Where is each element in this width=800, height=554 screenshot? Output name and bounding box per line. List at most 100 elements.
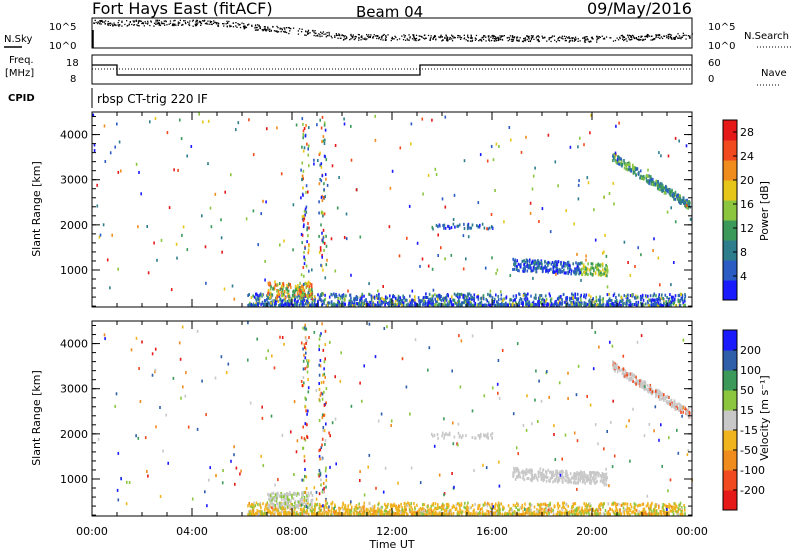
range-cell	[642, 303, 644, 307]
range-cell	[532, 511, 535, 515]
range-cell	[500, 293, 503, 297]
range-cell	[342, 501, 344, 505]
range-cell	[321, 210, 323, 214]
nsky-point	[323, 33, 325, 35]
range-cell	[625, 295, 627, 298]
range-cell	[397, 300, 400, 304]
nsky-point	[632, 35, 635, 37]
range-cell	[604, 509, 607, 512]
range-cell	[664, 189, 667, 192]
range-cell	[442, 224, 444, 227]
nsky-point	[226, 25, 228, 27]
range-cell	[432, 227, 434, 231]
nsky-point	[244, 27, 247, 29]
range-cell	[434, 293, 436, 297]
nsky-point	[248, 23, 250, 25]
range-cell	[661, 293, 663, 297]
range-cell	[305, 124, 307, 127]
range-cell	[281, 290, 284, 294]
range-cell	[593, 269, 595, 273]
range-cell	[562, 293, 565, 297]
range-cell	[428, 292, 431, 296]
nsky-point	[427, 34, 430, 37]
range-cell	[348, 301, 350, 305]
range-cell	[558, 299, 560, 303]
range-cell	[280, 286, 282, 290]
range-cell	[427, 303, 429, 307]
range-cell	[536, 266, 539, 270]
range-cell	[368, 303, 371, 307]
range-cell	[395, 507, 398, 511]
range-cell	[649, 178, 652, 182]
range-cell	[303, 274, 305, 278]
range-cell	[674, 509, 676, 513]
nsky-point	[325, 36, 327, 38]
nsky-point	[259, 27, 261, 29]
cpid-strip: CPID rbsp CT-trig 220 IF	[8, 88, 208, 108]
range-cell	[461, 513, 463, 517]
range-cell	[489, 506, 492, 510]
range-cell	[351, 300, 353, 304]
range-cell	[266, 507, 268, 510]
range-cell	[571, 506, 574, 510]
nsky-point	[499, 35, 501, 37]
range-cell	[434, 303, 436, 307]
range-cell	[261, 293, 264, 297]
nsky-point	[339, 37, 341, 39]
nsky-point	[385, 36, 387, 38]
range-cell	[401, 508, 404, 511]
range-cell	[434, 510, 437, 514]
range-cell	[288, 296, 290, 300]
range-cell	[423, 300, 425, 304]
nsky-point	[511, 35, 514, 37]
range-cell	[474, 302, 476, 306]
range-cell	[589, 508, 591, 511]
range-cell	[363, 513, 366, 517]
range-cell	[512, 503, 515, 507]
range-cell	[663, 503, 666, 507]
range-cell	[146, 225, 148, 228]
range-cell	[398, 303, 400, 307]
range-cell	[574, 267, 576, 271]
range-cell	[448, 300, 451, 304]
range-cell	[457, 300, 459, 304]
range-cell	[577, 268, 580, 272]
range-cell	[518, 508, 520, 512]
nsky-point	[136, 24, 138, 26]
range-cell	[567, 504, 569, 508]
range-cell	[311, 303, 313, 307]
range-cell	[581, 510, 583, 514]
nsearch-tick-top: 10^5	[708, 22, 735, 33]
range-cell	[355, 298, 357, 302]
range-cell	[572, 296, 574, 300]
range-cell	[281, 505, 283, 508]
nsky-point	[544, 37, 546, 39]
range-cell	[604, 233, 606, 237]
nsky-point	[226, 20, 228, 22]
range-cell	[574, 270, 577, 274]
range-cell	[496, 268, 499, 272]
nsky-point	[258, 24, 260, 26]
nsky-point	[470, 35, 472, 37]
range-cell	[550, 510, 553, 514]
nsky-point	[583, 41, 586, 43]
range-cell	[605, 263, 607, 267]
range-cell	[338, 303, 340, 307]
nsky-point	[121, 21, 123, 23]
freq-strip: Freq. [MHz] 18 8 60 0 Nave	[5, 54, 787, 86]
range-cell	[402, 296, 405, 300]
nsky-point	[217, 22, 219, 24]
range-cell	[554, 505, 556, 509]
range-cell	[314, 508, 316, 512]
range-cell	[524, 299, 527, 303]
range-cell	[348, 513, 350, 516]
nsky-point	[444, 37, 446, 39]
range-cell	[379, 506, 382, 510]
range-cell	[583, 295, 585, 299]
range-cell	[459, 511, 462, 515]
range-cell	[513, 262, 515, 266]
range-cell	[331, 506, 333, 510]
range-cell	[266, 503, 268, 507]
range-cell	[526, 269, 529, 273]
